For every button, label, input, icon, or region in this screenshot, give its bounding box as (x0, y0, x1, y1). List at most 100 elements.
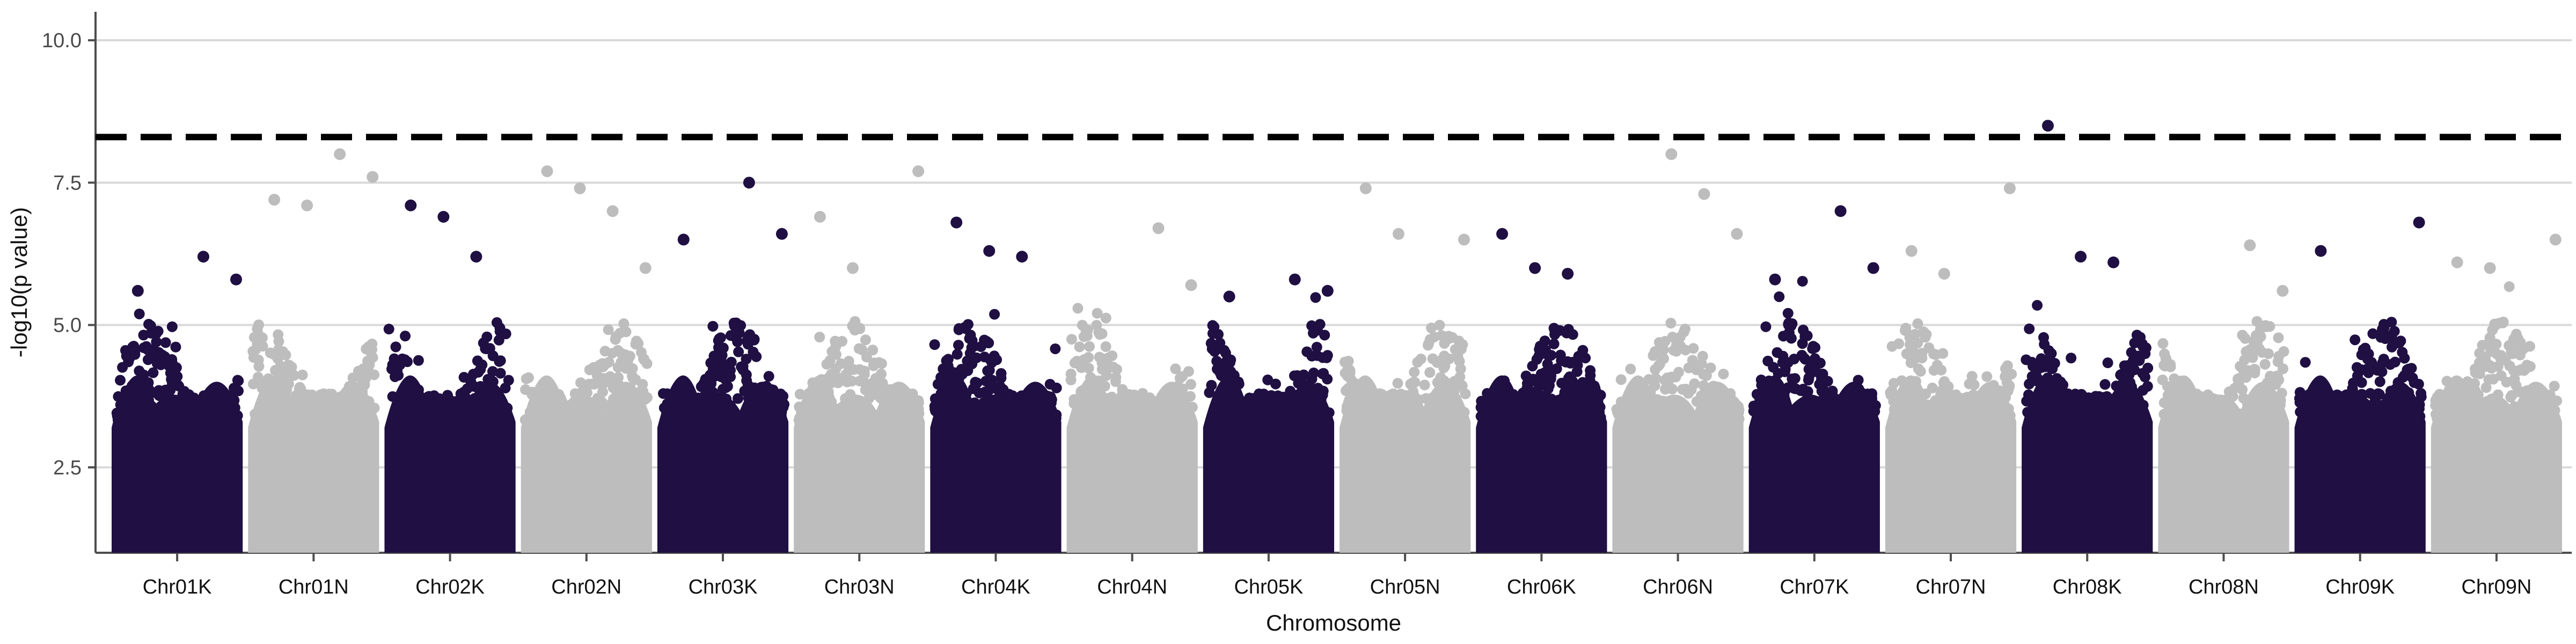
point (867, 345, 879, 356)
point (2389, 326, 2400, 337)
point (2039, 339, 2050, 350)
point (2394, 337, 2405, 348)
point (1205, 338, 1217, 349)
point (1539, 415, 1550, 426)
point (1911, 376, 1922, 387)
point (1780, 385, 1791, 396)
point (160, 337, 171, 348)
point (155, 401, 166, 413)
point (2273, 400, 2285, 411)
point (1323, 407, 1335, 418)
point (148, 367, 159, 378)
point (2470, 401, 2482, 412)
point (1561, 327, 1572, 339)
point (420, 409, 431, 420)
point (766, 413, 778, 424)
point (625, 384, 636, 395)
point (1923, 412, 1935, 423)
point (1289, 273, 1301, 286)
point (818, 385, 830, 396)
point (964, 333, 975, 344)
point (1101, 370, 1113, 381)
point (1807, 341, 1819, 352)
point (2260, 412, 2272, 423)
point (1206, 379, 1217, 391)
point (821, 414, 832, 425)
point (1886, 385, 1898, 397)
point (268, 194, 281, 206)
point (437, 210, 450, 223)
point (839, 371, 850, 383)
point (347, 372, 358, 384)
point (458, 401, 469, 413)
point (581, 407, 592, 419)
point (2518, 408, 2529, 420)
point (606, 205, 619, 217)
point (301, 401, 312, 413)
point (2320, 399, 2331, 410)
point (939, 404, 950, 415)
point (636, 393, 647, 405)
point (1455, 363, 1466, 375)
point (1235, 401, 1246, 412)
point (223, 400, 234, 412)
point (2509, 401, 2520, 412)
point (150, 412, 161, 423)
point (1080, 324, 1092, 335)
point (2437, 394, 2448, 405)
point (707, 386, 719, 398)
x-tick-label: Chr07K (1780, 576, 1849, 598)
point (1867, 262, 1879, 274)
point (1482, 387, 1493, 399)
point (2192, 405, 2204, 416)
point (2129, 338, 2140, 349)
point (2524, 361, 2536, 372)
point (2361, 415, 2372, 426)
point (2397, 415, 2408, 426)
point (2075, 251, 2087, 263)
point (478, 399, 489, 411)
point (1683, 405, 1694, 416)
point (495, 368, 506, 379)
point (960, 323, 971, 334)
point (1789, 383, 1800, 394)
point (620, 363, 632, 374)
point (2307, 397, 2318, 408)
point (151, 336, 162, 348)
point (1777, 350, 1789, 362)
y-tick-label: 2.5 (53, 457, 82, 479)
point (679, 407, 690, 418)
point (1187, 401, 1198, 413)
point (487, 384, 498, 395)
point (1046, 394, 1057, 405)
point (111, 407, 122, 419)
point (2022, 407, 2033, 418)
point (599, 346, 611, 357)
point (2262, 389, 2273, 400)
point (612, 362, 624, 373)
point (952, 349, 963, 360)
point (2479, 361, 2491, 372)
point (471, 415, 482, 427)
point (134, 365, 145, 377)
point (462, 383, 473, 394)
point (730, 317, 742, 328)
point (198, 390, 209, 401)
point (971, 352, 982, 363)
point (1297, 413, 1308, 425)
point (1789, 373, 1801, 384)
point (1548, 338, 1560, 349)
point (2274, 412, 2285, 423)
point (2205, 402, 2216, 413)
point (727, 404, 738, 415)
point (1679, 323, 1690, 334)
chromosome-series (657, 177, 790, 553)
point (2348, 377, 2359, 389)
point (1571, 366, 1583, 377)
point (415, 392, 426, 403)
point (1553, 398, 1564, 409)
point (1077, 385, 1088, 396)
point (2033, 374, 2045, 385)
point (159, 351, 170, 362)
point (1020, 403, 1031, 414)
